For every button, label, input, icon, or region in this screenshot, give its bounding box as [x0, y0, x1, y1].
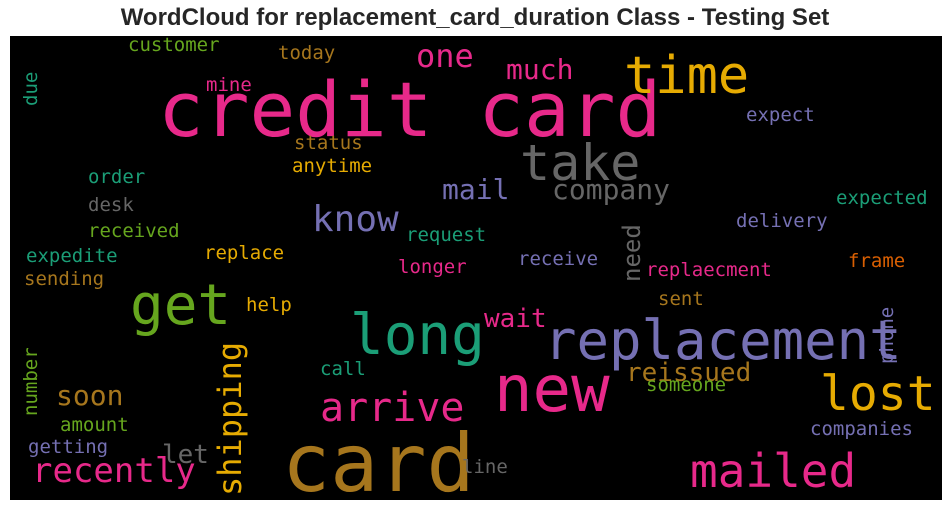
word-received: received — [88, 222, 180, 241]
chart-title: WordCloud for replacement_card_duration … — [0, 4, 950, 32]
word-request: request — [406, 226, 486, 245]
word-soon: soon — [56, 382, 123, 410]
word-getting: getting — [28, 438, 108, 457]
word-mailed: mailed — [690, 448, 856, 494]
word-mail: mail — [442, 176, 509, 204]
word-wait: wait — [484, 306, 547, 332]
word-replace: replace — [204, 244, 284, 263]
word-company: company — [552, 176, 670, 204]
word-expected: expected — [836, 189, 928, 208]
word-due: due — [22, 72, 41, 106]
word-receive: receive — [518, 250, 598, 269]
word-let: let — [162, 442, 209, 468]
word-desk: desk — [88, 196, 134, 215]
word-amount: amount — [60, 416, 129, 435]
word-longer: longer — [398, 258, 467, 277]
word-delivery: delivery — [736, 212, 828, 231]
word-anytime: anytime — [292, 157, 372, 176]
word-frame: frame — [848, 252, 905, 271]
word-today: today — [278, 44, 335, 63]
word-customer: customer — [128, 36, 220, 55]
word-get: get — [130, 278, 231, 334]
word-order: order — [88, 168, 145, 187]
wordcloud-canvas: credit card card new replacement time get long… — [10, 36, 942, 500]
word-phone: phone — [878, 307, 897, 364]
word-number: number — [22, 347, 41, 416]
word-sent: sent — [658, 290, 704, 309]
word-companies: companies — [810, 420, 913, 439]
word-arrive: arrive — [320, 388, 465, 428]
word-one: one — [416, 40, 474, 72]
word-lost: lost — [820, 370, 936, 418]
word-sending: sending — [24, 270, 104, 289]
word-time: time — [624, 50, 749, 102]
word-mine: mine — [206, 76, 252, 95]
word-much: much — [506, 56, 573, 84]
word-line: line — [462, 458, 508, 477]
word-shipping: shipping — [214, 342, 246, 496]
word-card: card — [282, 424, 475, 500]
word-call: call — [320, 360, 366, 379]
word-status: status — [294, 134, 363, 153]
word-know: know — [312, 202, 399, 238]
word-replaecment: replaecment — [646, 261, 772, 280]
word-someone: someone — [646, 376, 726, 395]
word-expect: expect — [746, 106, 815, 125]
word-expedite: expedite — [26, 247, 118, 266]
word-long: long — [350, 308, 485, 364]
word-help: help — [246, 296, 292, 315]
word-need: need — [620, 224, 644, 282]
